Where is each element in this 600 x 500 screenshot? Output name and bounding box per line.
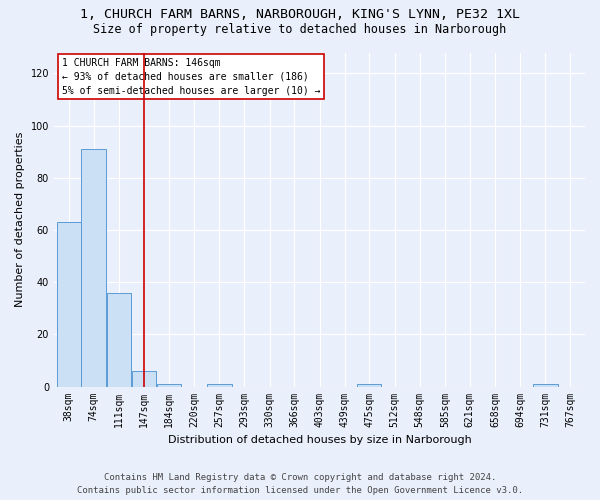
Text: Contains HM Land Registry data © Crown copyright and database right 2024.
Contai: Contains HM Land Registry data © Crown c… [77,474,523,495]
Bar [56,222,81,386]
Y-axis label: Number of detached properties: Number of detached properties [15,132,25,307]
Bar [207,384,232,386]
Bar [107,292,131,386]
Text: 1 CHURCH FARM BARNS: 146sqm
← 93% of detached houses are smaller (186)
5% of sem: 1 CHURCH FARM BARNS: 146sqm ← 93% of det… [62,58,320,96]
Bar [157,384,181,386]
Text: 1, CHURCH FARM BARNS, NARBOROUGH, KING'S LYNN, PE32 1XL: 1, CHURCH FARM BARNS, NARBOROUGH, KING'S… [80,8,520,20]
X-axis label: Distribution of detached houses by size in Narborough: Distribution of detached houses by size … [167,435,472,445]
Bar [82,149,106,386]
Bar [131,371,156,386]
Text: Size of property relative to detached houses in Narborough: Size of property relative to detached ho… [94,22,506,36]
Bar [533,384,557,386]
Bar [357,384,382,386]
